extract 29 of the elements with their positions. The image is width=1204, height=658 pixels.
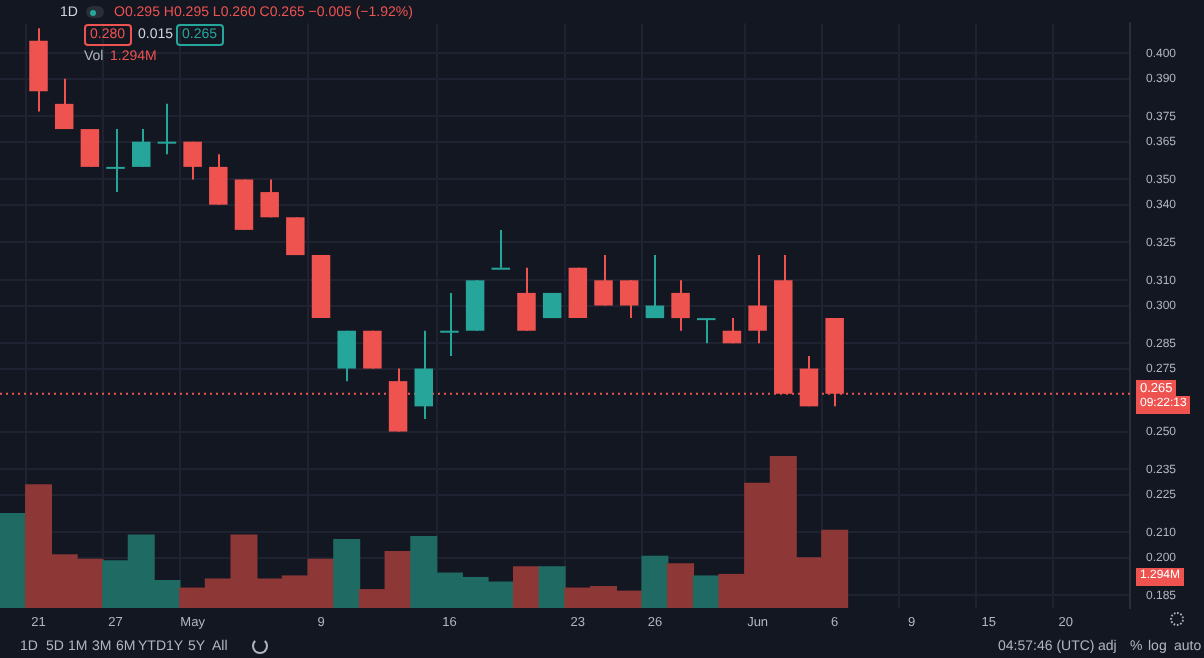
candlestick (517, 266, 536, 332)
candlestick (440, 291, 459, 357)
bar (333, 538, 361, 608)
candlestick (260, 178, 279, 219)
candlestick (671, 279, 690, 332)
bar (667, 563, 695, 608)
bar (0, 513, 27, 608)
candlestick (594, 254, 613, 307)
candlestick (183, 140, 202, 181)
candlestick (209, 153, 228, 206)
candlestick (748, 254, 767, 345)
bar (512, 566, 540, 608)
candlestick (132, 128, 151, 168)
bar (692, 575, 720, 608)
candlestick (645, 254, 665, 320)
candlestick (80, 128, 100, 168)
candlestick (414, 329, 433, 420)
candlestick (106, 128, 125, 194)
candlestick (286, 216, 305, 257)
candlestick (697, 317, 716, 345)
candlestick (491, 228, 511, 270)
candlestick (619, 279, 639, 320)
candlestick (363, 329, 382, 370)
candlestick (722, 317, 742, 345)
candlestick (337, 329, 356, 383)
bar (538, 566, 566, 608)
candlestick (54, 77, 74, 131)
candlestick (157, 102, 177, 156)
bar (641, 555, 669, 608)
